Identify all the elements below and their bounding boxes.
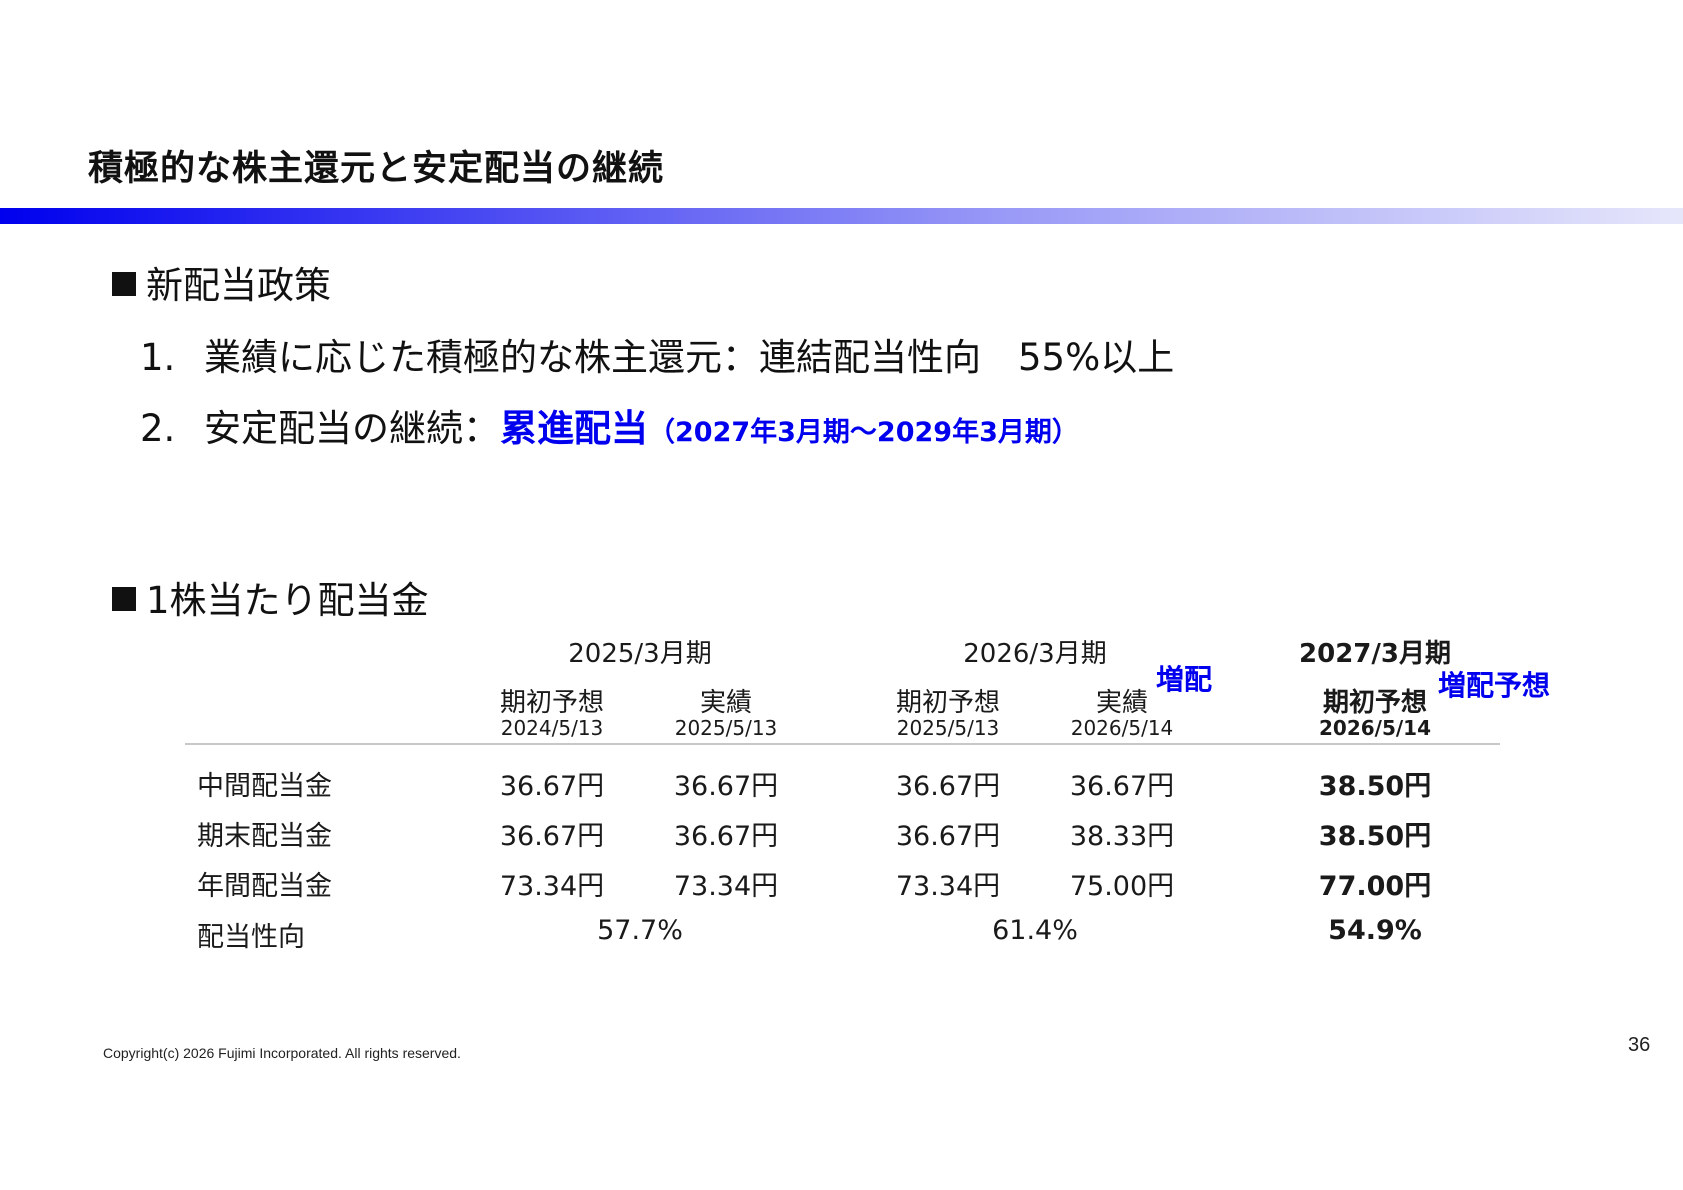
table-cell: 73.34円: [673, 871, 779, 902]
payout-ratio-fy2025: 57.7%: [597, 915, 683, 946]
page-number: 36: [1628, 1034, 1651, 1056]
policy-item-1: 1. 業績に応じた積極的な株主還元：連結配当性向 55%以上: [140, 327, 1174, 381]
progressive-dividend-emphasis: 累進配当: [500, 407, 648, 450]
payout-ratio-fy2027: 54.9%: [1328, 915, 1422, 946]
table-cell: 75.00円: [1069, 871, 1175, 902]
policy-item-text: 安定配当の継続：: [204, 407, 500, 450]
table-cell: 38.50円: [1318, 821, 1432, 852]
column-header-date: 2025/5/13: [674, 716, 778, 740]
table-cell: 36.67円: [499, 771, 605, 802]
table-cell: 36.67円: [673, 771, 779, 802]
column-header-label: 期初予想: [1322, 688, 1427, 718]
period-header-fy2026: 2026/3月期: [963, 639, 1107, 669]
dividend-table-heading-text: 1株当たり配当金: [146, 579, 429, 622]
policy-item-number: 2.: [140, 407, 176, 450]
column-header-date: 2026/5/14: [1070, 716, 1174, 740]
table-cell: 36.67円: [499, 821, 605, 852]
row-label-annual-dividend: 年間配当金: [197, 871, 332, 902]
table-cell: 77.00円: [1318, 871, 1432, 902]
table-cell: 73.34円: [499, 871, 605, 902]
progressive-dividend-period-note: （2027年3月期～2029年3月期）: [648, 417, 1079, 448]
table-cell: 36.67円: [673, 821, 779, 852]
table-cell: 36.67円: [895, 771, 1001, 802]
period-header-fy2025: 2025/3月期: [568, 639, 712, 669]
title-gradient-bar: [0, 208, 1683, 224]
policy-item-2: 2. 安定配当の継続：累進配当（2027年3月期～2029年3月期）: [140, 398, 1079, 452]
copyright-notice: Copyright(c) 2026 Fujimi Incorporated. A…: [103, 1045, 461, 1061]
policy-item-number: 1.: [140, 336, 176, 379]
policy-item-text: 業績に応じた積極的な株主還元：連結配当性向 55%以上: [204, 336, 1175, 379]
column-header-date: 2025/5/13: [896, 716, 1000, 740]
table-cell: 36.67円: [895, 821, 1001, 852]
dividend-table-heading: 1株当たり配当金: [112, 570, 429, 624]
column-header-date: 2026/5/14: [1318, 716, 1432, 740]
policy-heading-text: 新配当政策: [146, 264, 331, 307]
dividend-increase-badge: 増配: [1156, 663, 1213, 696]
period-header-fy2027: 2027/3月期: [1299, 639, 1451, 669]
square-bullet-icon: [112, 272, 136, 296]
dividend-increase-forecast-badge: 増配予想: [1438, 669, 1551, 702]
table-cell: 73.34円: [895, 871, 1001, 902]
table-header-rule: [185, 743, 1500, 745]
payout-ratio-fy2026: 61.4%: [992, 915, 1078, 946]
table-cell: 36.67円: [1069, 771, 1175, 802]
page-title: 積極的な株主還元と安定配当の継続: [88, 149, 665, 189]
column-header-label: 期初予想: [895, 688, 1000, 718]
column-header-label: 実績: [1095, 688, 1148, 718]
table-cell: 38.33円: [1069, 821, 1175, 852]
row-label-interim-dividend: 中間配当金: [197, 771, 332, 802]
column-header-label: 期初予想: [499, 688, 604, 718]
column-header-date: 2024/5/13: [500, 716, 604, 740]
row-label-year-end-dividend: 期末配当金: [197, 821, 332, 852]
square-bullet-icon: [112, 587, 136, 611]
column-header-label: 実績: [699, 688, 752, 718]
policy-heading: 新配当政策: [112, 255, 331, 309]
row-label-payout-ratio: 配当性向: [197, 922, 305, 953]
table-cell: 38.50円: [1318, 771, 1432, 802]
